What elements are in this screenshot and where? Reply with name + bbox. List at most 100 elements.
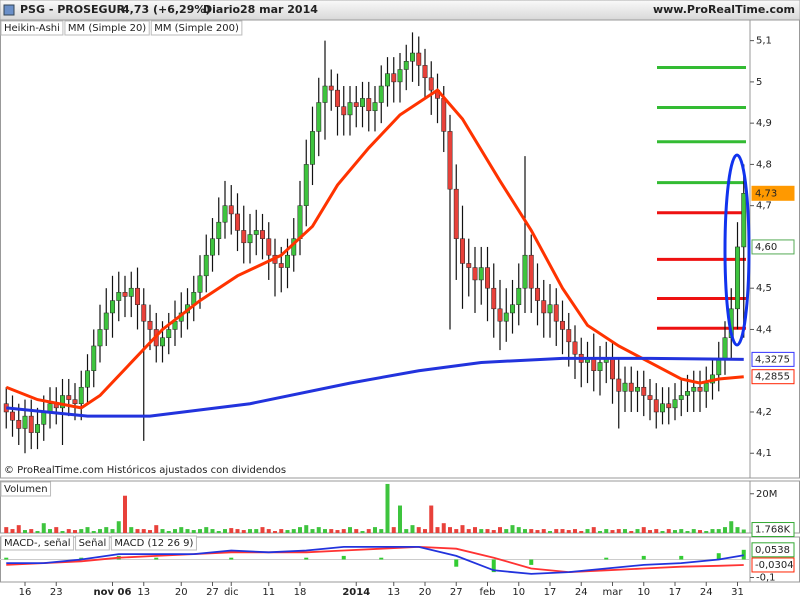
volume-bar bbox=[304, 525, 309, 533]
candle-body bbox=[735, 246, 740, 310]
candle-body bbox=[591, 358, 597, 371]
volume-bar bbox=[479, 529, 484, 533]
volume-bar bbox=[610, 530, 615, 533]
candle-body bbox=[203, 254, 209, 277]
candle-body bbox=[697, 386, 703, 392]
candle-body bbox=[628, 382, 634, 392]
candle-body bbox=[278, 263, 284, 268]
volume-bar bbox=[104, 527, 109, 533]
value-box-label: 1.768K bbox=[755, 525, 791, 536]
y-tick-label: 5,1 bbox=[756, 36, 772, 47]
volume-bar bbox=[298, 527, 302, 533]
candle-body bbox=[97, 329, 103, 347]
volume-bar bbox=[310, 529, 315, 533]
volume-bar bbox=[235, 529, 240, 533]
quote: 4,73 (+6,29%) bbox=[122, 3, 210, 16]
macd-histogram-bar bbox=[604, 557, 609, 560]
volume-bar bbox=[291, 529, 296, 533]
x-tick-label: 20 bbox=[175, 587, 188, 598]
candle-body bbox=[147, 320, 153, 330]
macd-histogram-bar bbox=[154, 557, 159, 560]
legend-box bbox=[64, 20, 150, 36]
volume-bar bbox=[173, 529, 177, 533]
value-box bbox=[751, 369, 795, 385]
value-box-label: -0,0304 bbox=[755, 560, 794, 571]
volume-bar bbox=[648, 530, 652, 533]
y-tick-label: -0,1 bbox=[756, 573, 776, 584]
candle-body bbox=[328, 85, 334, 91]
legend-box bbox=[0, 20, 64, 36]
candle-body bbox=[447, 131, 453, 190]
volume-bar bbox=[160, 529, 165, 533]
candle-body bbox=[441, 98, 447, 132]
volume-bar bbox=[98, 529, 102, 533]
candle-body bbox=[128, 287, 134, 297]
symbol: PSG - PROSEGUR bbox=[20, 3, 126, 16]
candle-body bbox=[478, 267, 484, 281]
y-tick-label: 4,1 bbox=[756, 448, 772, 459]
value-box-label: 4,3275 bbox=[755, 354, 790, 365]
volume-bar bbox=[710, 529, 715, 533]
legend-box bbox=[0, 481, 52, 497]
volume-bar bbox=[360, 531, 365, 533]
app-icon bbox=[3, 4, 15, 16]
volume-bar bbox=[348, 527, 352, 533]
candle-body bbox=[197, 275, 203, 293]
candle-body bbox=[35, 424, 40, 433]
candle-body bbox=[566, 329, 572, 343]
volume-bar bbox=[660, 531, 665, 533]
x-tick-label: 10 bbox=[512, 587, 525, 598]
volume-bar bbox=[341, 529, 346, 533]
candle-body bbox=[528, 254, 534, 289]
candle-body bbox=[372, 102, 378, 112]
volume-bar bbox=[535, 530, 540, 533]
volume-bar bbox=[516, 527, 521, 533]
volume-bar bbox=[335, 530, 340, 533]
macd-histogram-bar bbox=[491, 559, 496, 573]
legend-entry: MM (Simple 200) bbox=[154, 23, 239, 34]
legend-entry: MACD (12 26 9) bbox=[114, 538, 193, 549]
x-tick-label: 24 bbox=[575, 587, 588, 598]
macd-histogram-bar bbox=[454, 559, 459, 567]
macd-line bbox=[6, 546, 744, 575]
volume-bar bbox=[248, 529, 252, 533]
x-tick-label: 27 bbox=[206, 587, 219, 598]
candle-body bbox=[28, 415, 34, 433]
volume-bar bbox=[598, 531, 602, 533]
volume-bar bbox=[604, 529, 609, 533]
moving-average bbox=[6, 356, 744, 418]
value-box-label: 4,73 bbox=[755, 188, 777, 199]
volume-bar bbox=[210, 529, 215, 533]
candle-body bbox=[235, 213, 240, 231]
volume-bar bbox=[91, 531, 96, 533]
volume-bar bbox=[579, 531, 584, 533]
x-tick-label: 16 bbox=[19, 587, 32, 598]
candle-body bbox=[485, 267, 490, 289]
candle-body bbox=[41, 411, 47, 425]
volume-bar bbox=[504, 529, 509, 533]
candle-body bbox=[703, 382, 709, 392]
volume-bar bbox=[548, 531, 552, 533]
volume-bar bbox=[560, 529, 565, 533]
candle-body bbox=[297, 205, 303, 239]
volume-bar bbox=[466, 529, 471, 533]
value-box bbox=[751, 522, 795, 538]
overlay: Heikin-Ashi MM (Simple 20) MM (Simple 200)… bbox=[0, 20, 795, 573]
x-tick-label: 10 bbox=[637, 587, 650, 598]
candle-body bbox=[160, 337, 165, 347]
candle-body bbox=[666, 403, 672, 409]
candle-body bbox=[547, 304, 553, 314]
candle-body bbox=[122, 292, 128, 297]
y-tick-label: 5 bbox=[756, 77, 762, 88]
volume-bar bbox=[254, 529, 259, 533]
volume-bar bbox=[191, 530, 196, 533]
volume-bar bbox=[185, 529, 190, 533]
volume-bar bbox=[135, 529, 140, 533]
value-box-label: 4,60 bbox=[755, 242, 777, 253]
volume-bar bbox=[4, 527, 9, 533]
volume-bar bbox=[666, 529, 671, 533]
y-tick-label: 4,2 bbox=[756, 407, 772, 418]
legend-entry: Señal bbox=[79, 538, 107, 549]
x-tick-label: mar bbox=[603, 587, 624, 598]
